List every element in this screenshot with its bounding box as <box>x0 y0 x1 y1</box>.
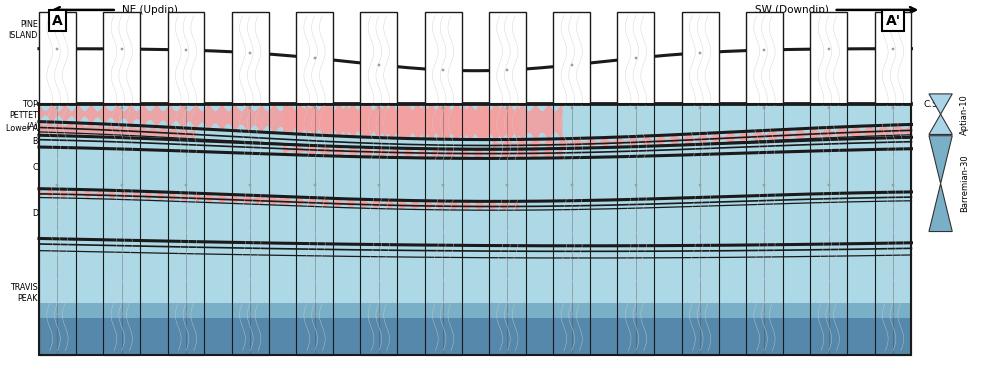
Bar <box>617 12 655 104</box>
Polygon shape <box>929 94 952 114</box>
Bar <box>232 104 269 354</box>
Polygon shape <box>929 136 952 184</box>
Bar <box>360 104 397 354</box>
Polygon shape <box>39 189 282 205</box>
Bar <box>425 12 461 104</box>
Text: A: A <box>52 14 63 28</box>
Bar <box>168 12 204 104</box>
Bar <box>39 318 911 354</box>
Bar <box>168 104 204 354</box>
Polygon shape <box>929 114 952 134</box>
Text: SW (Downdip): SW (Downdip) <box>755 5 829 15</box>
Bar <box>810 104 847 354</box>
Bar <box>617 104 655 354</box>
Bar <box>746 104 783 354</box>
Polygon shape <box>39 122 194 141</box>
Text: D: D <box>32 209 38 218</box>
Bar <box>875 12 911 104</box>
Bar <box>39 104 76 354</box>
Bar <box>489 12 526 104</box>
Bar <box>425 104 461 354</box>
Text: PINE
ISLAND: PINE ISLAND <box>9 20 38 40</box>
Text: C: C <box>33 164 38 172</box>
Text: Lower A: Lower A <box>6 124 38 133</box>
Bar <box>39 12 76 104</box>
Bar <box>553 104 590 354</box>
Bar <box>232 12 269 104</box>
Text: Barremian-30: Barremian-30 <box>960 155 969 212</box>
Text: NE (Updip): NE (Updip) <box>121 5 177 15</box>
Bar <box>553 12 590 104</box>
Text: C.S.: C.S. <box>923 100 941 109</box>
Text: TRAVIS
PEAK: TRAVIS PEAK <box>10 283 38 303</box>
Bar <box>39 104 911 354</box>
Bar <box>489 104 526 354</box>
Bar <box>360 12 397 104</box>
Bar <box>746 12 783 104</box>
Text: TOP
PETTET
(A): TOP PETTET (A) <box>9 100 38 131</box>
Bar <box>104 104 140 354</box>
Polygon shape <box>494 124 911 149</box>
Bar <box>810 12 847 104</box>
Polygon shape <box>284 105 518 139</box>
Bar <box>681 12 719 104</box>
Bar <box>39 104 911 354</box>
Polygon shape <box>929 184 952 232</box>
Bar <box>681 104 719 354</box>
Polygon shape <box>39 105 562 139</box>
Polygon shape <box>284 144 562 158</box>
Polygon shape <box>196 193 518 210</box>
Bar <box>296 104 333 354</box>
Text: B: B <box>33 137 38 146</box>
Bar <box>875 104 911 354</box>
Bar <box>104 12 140 104</box>
Bar <box>296 12 333 104</box>
Text: Aptian-10: Aptian-10 <box>960 94 969 135</box>
Bar <box>39 303 911 318</box>
Text: A': A' <box>885 14 900 28</box>
